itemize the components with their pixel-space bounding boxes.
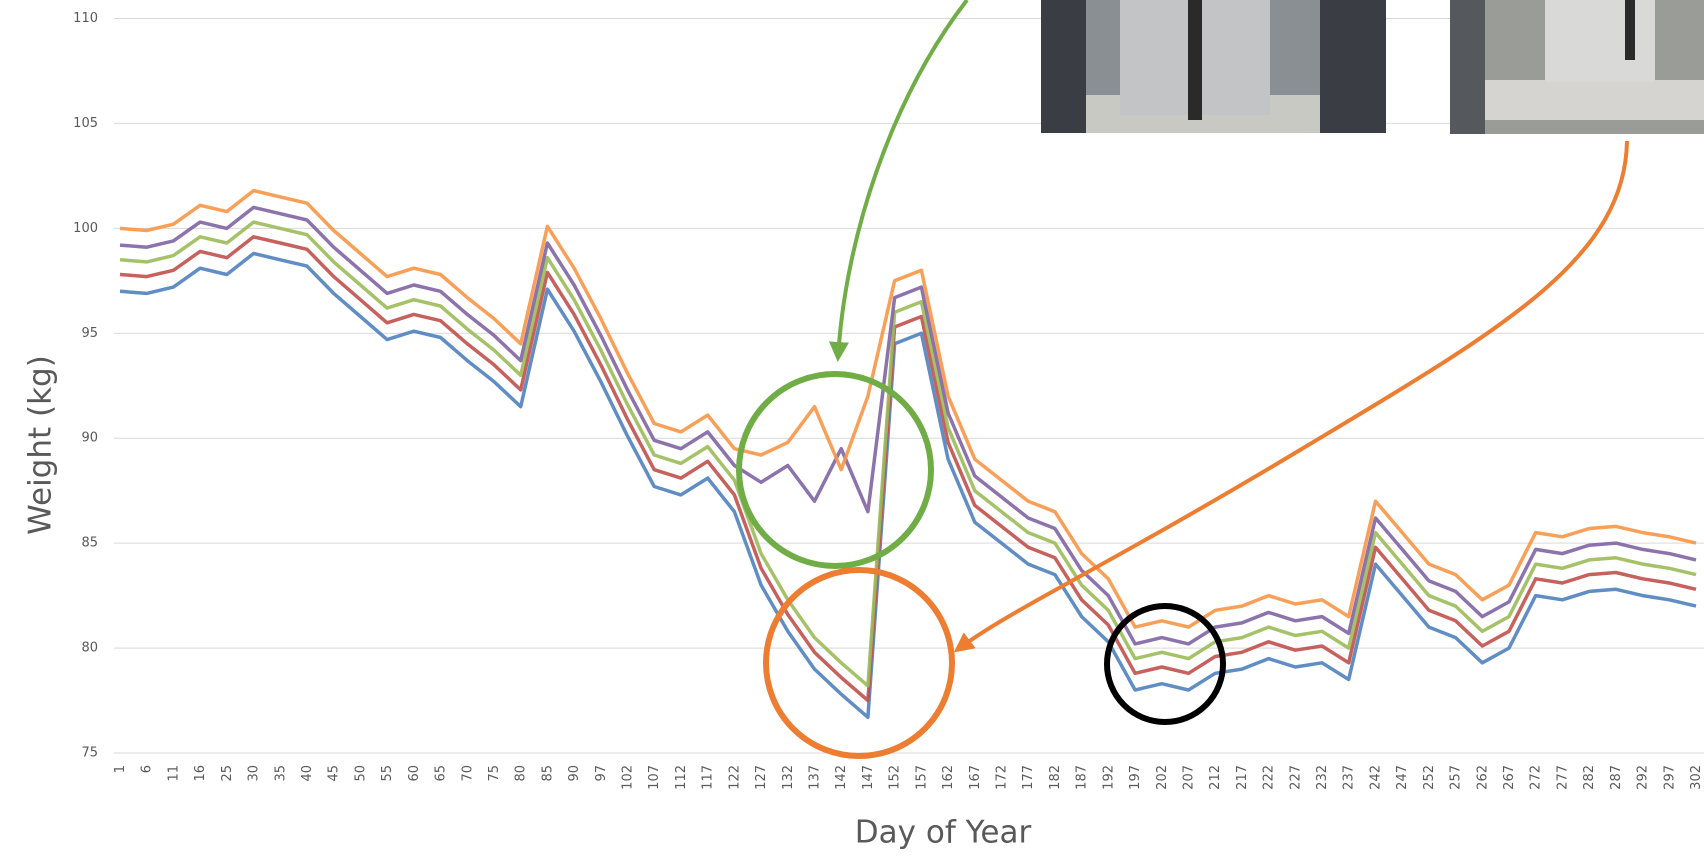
y-tick-label: 110 [73, 11, 98, 26]
x-tick-label: 157 [914, 765, 929, 790]
x-tick-label: 247 [1395, 765, 1410, 790]
x-tick-label: 257 [1449, 765, 1464, 790]
photo [1450, 0, 1704, 134]
x-tick-label: 217 [1235, 765, 1250, 790]
x-tick-label: 287 [1609, 765, 1624, 790]
x-tick-label: 182 [1048, 765, 1063, 790]
x-tick-label: 177 [1021, 765, 1036, 790]
x-tick-label: 227 [1288, 765, 1303, 790]
x-tick-label: 50 [353, 765, 368, 782]
x-tick-label: 122 [727, 765, 742, 790]
x-tick-label: 197 [1128, 765, 1143, 790]
x-tick-label: 97 [594, 765, 609, 782]
x-tick-label: 232 [1315, 765, 1330, 790]
x-tick-label: 292 [1636, 765, 1651, 790]
lines [120, 191, 1696, 718]
x-tick-label: 282 [1582, 765, 1597, 790]
y-tick-label: 105 [73, 116, 98, 131]
x-tick-label: 60 [407, 765, 422, 782]
y-tick-label: 85 [81, 536, 98, 551]
x-tick-label: 272 [1529, 765, 1544, 790]
x-tick-label: 40 [300, 765, 315, 782]
x-tick-label: 212 [1208, 765, 1223, 790]
highlight-circle [739, 374, 931, 566]
x-tick-label: 252 [1422, 765, 1437, 790]
x-tick-label: 90 [567, 765, 582, 782]
x-tick-label: 102 [621, 765, 636, 790]
x-tick-label: 85 [540, 765, 555, 782]
x-tick-label: 172 [994, 765, 1009, 790]
x-tick-label: 237 [1342, 765, 1357, 790]
x-tick-label: 192 [1101, 765, 1116, 790]
x-tick-label: 207 [1181, 765, 1196, 790]
chart: 7580859095100105110161116253035404550556… [0, 0, 1704, 852]
highlight-circle [766, 570, 952, 756]
x-tick-label: 132 [781, 765, 796, 790]
x-tick-label: 35 [273, 765, 288, 782]
x-tick-label: 45 [327, 765, 342, 782]
y-tick-label: 100 [73, 221, 98, 236]
x-tick-label: 302 [1689, 765, 1704, 790]
y-tick-label: 80 [81, 641, 98, 656]
arrow [838, 0, 967, 358]
x-tick-label: 167 [968, 765, 983, 790]
x-tick-label: 202 [1155, 765, 1170, 790]
x-tick-label: 25 [220, 765, 235, 782]
x-tick-label: 80 [514, 765, 529, 782]
x-tick-label: 6 [140, 765, 155, 773]
x-tick-label: 127 [754, 765, 769, 790]
x-tick-label: 65 [434, 765, 449, 782]
x-tick-label: 137 [808, 765, 823, 790]
x-tick-label: 16 [193, 765, 208, 782]
photo [1041, 0, 1386, 133]
x-tick-label: 277 [1555, 765, 1570, 790]
x-tick-label: 187 [1075, 765, 1090, 790]
y-tick-label: 75 [81, 746, 98, 761]
x-tick-label: 1 [113, 765, 128, 773]
x-tick-label: 30 [247, 765, 262, 782]
x-tick-label: 162 [941, 765, 956, 790]
arrow [957, 141, 1627, 650]
x-tick-label: 142 [834, 765, 849, 790]
x-tick-label: 147 [861, 765, 876, 790]
x-tick-label: 267 [1502, 765, 1517, 790]
x-tick-label: 112 [674, 765, 689, 790]
x-tick-label: 242 [1368, 765, 1383, 790]
x-tick-label: 152 [888, 765, 903, 790]
x-tick-label: 297 [1662, 765, 1677, 790]
x-tick-label: 117 [701, 765, 716, 790]
y-tick-label: 95 [81, 326, 98, 341]
y-axis-title: Weight (kg) [23, 355, 59, 535]
x-tick-label: 262 [1475, 765, 1490, 790]
x-tick-label: 55 [380, 765, 395, 782]
x-tick-label: 107 [647, 765, 662, 790]
x-tick-label: 70 [460, 765, 475, 782]
y-tick-label: 90 [81, 431, 98, 446]
x-axis-title: Day of Year [855, 815, 1032, 851]
x-tick-label: 222 [1262, 765, 1277, 790]
x-tick-label: 75 [487, 765, 502, 782]
x-tick-label: 11 [166, 765, 181, 782]
